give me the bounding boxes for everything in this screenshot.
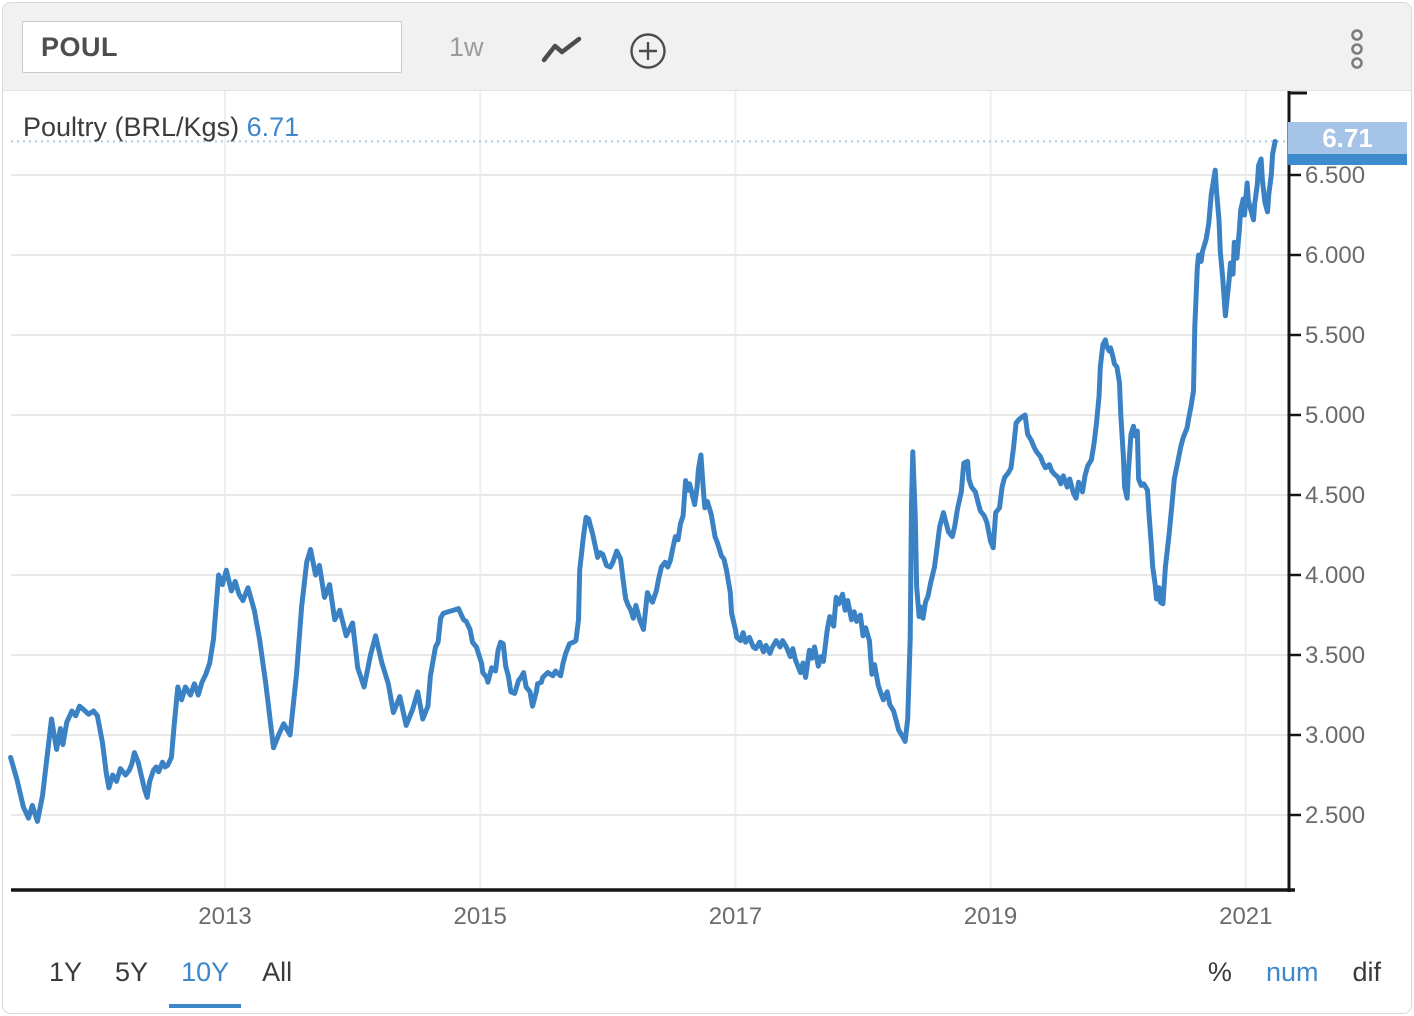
price-line-chart[interactable] (3, 91, 1412, 894)
y-axis-label: 5.500 (1305, 322, 1366, 349)
x-axis-year-label: 2013 (198, 903, 252, 930)
mode-button-dif[interactable]: dif (1352, 957, 1381, 987)
x-axis-year-label: 2019 (963, 903, 1018, 930)
y-axis-label: 5.000 (1305, 402, 1366, 429)
line-chart-icon[interactable] (541, 36, 585, 66)
x-axis-year-label: 2017 (708, 903, 763, 930)
chart-toolbar: 1w (3, 3, 1411, 91)
mode-button-num[interactable]: num (1265, 957, 1319, 987)
symbol-input[interactable] (22, 21, 402, 73)
interval-label[interactable]: 1w (449, 32, 484, 62)
current-price-marker (1288, 154, 1407, 165)
range-button-10y[interactable]: 10Y (169, 951, 242, 1008)
y-axis-label: 3.500 (1305, 642, 1366, 669)
chart-area: Poultry (BRL/Kgs) 6.71 6.71 2.500 3.000 3.… (3, 91, 1412, 930)
x-axis-year-label: 2021 (1219, 903, 1273, 930)
x-axis-year-label: 2015 (453, 903, 507, 930)
kebab-menu-icon[interactable] (1350, 29, 1364, 71)
y-axis-label: 4.500 (1305, 482, 1366, 509)
bottom-bar: 1Y 5Y 10Y All % num dif (3, 943, 1411, 1013)
range-button-1y[interactable]: 1Y (49, 957, 83, 987)
y-axis-label: 6.000 (1305, 242, 1366, 269)
add-circle-icon[interactable] (629, 32, 667, 70)
mode-tabs: % num dif (1174, 957, 1381, 988)
range-button-all[interactable]: All (262, 957, 293, 987)
y-axis-label: 6.500 (1305, 162, 1366, 189)
y-axis-label: 2.500 (1305, 802, 1366, 829)
mode-button-percent[interactable]: % (1207, 957, 1232, 987)
y-axis-label: 3.000 (1305, 722, 1366, 749)
current-price-badge: 6.71 (1288, 122, 1407, 154)
y-axis-label: 4.000 (1305, 562, 1366, 589)
range-tabs: 1Y 5Y 10Y All (37, 951, 313, 1008)
range-button-5y[interactable]: 5Y (115, 957, 149, 987)
